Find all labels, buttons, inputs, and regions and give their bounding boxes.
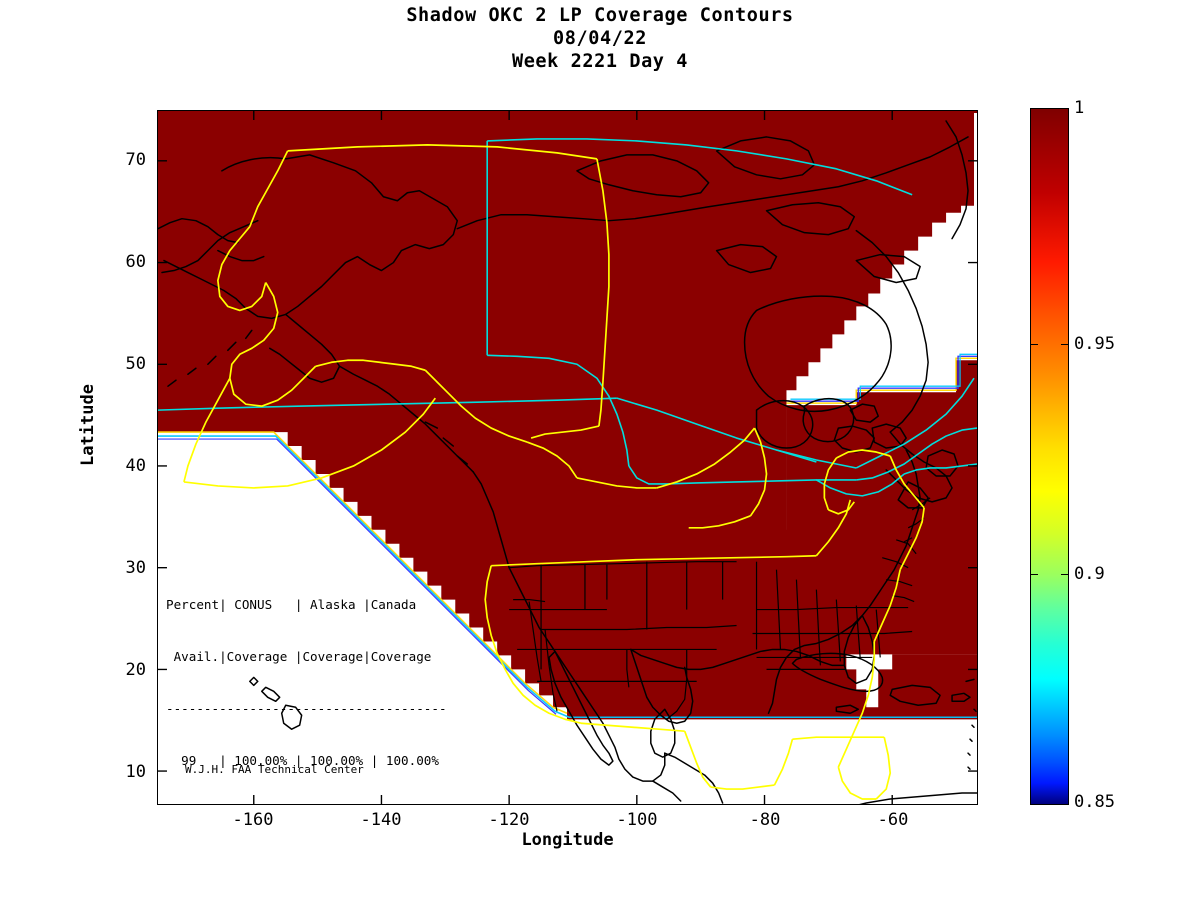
colorbar-label-09: 0.9 [1074,564,1105,584]
stats-header-2: Avail.|Coverage |Coverage|Coverage [166,649,432,665]
colorbar-tick-095-right [1061,344,1068,346]
coverage-edge-fringe [158,353,977,719]
conus-alaska-service-boundary [183,144,925,800]
ytick-label-20: 20 [125,660,146,680]
title-line-2: 08/04/22 [553,28,647,49]
ytick-label-60: 60 [125,252,146,272]
title-line-3: Week 2221 Day 4 [511,51,689,72]
map-plot-area: Percent| CONUS | Alaska |Canada Avail.|C… [157,110,978,805]
colorbar-tick-09-left [1031,574,1038,576]
us-state-borders [509,497,931,720]
credit-block: W.J.H. FAA Technical Center WAAS Test Te… [185,736,364,805]
xtick-label--80: -80 [749,810,781,830]
ytick-label-40: 40 [125,456,146,476]
map-graphic [158,111,977,804]
xtick-label--140: -140 [360,810,402,830]
colorbar-label-085: 0.85 [1074,792,1115,812]
xtick-label--160: -160 [232,810,274,830]
ytick-label-30: 30 [125,558,146,578]
coverage-stats-table: Percent| CONUS | Alaska |Canada Avail.|C… [166,561,447,804]
xtick-label--100: -100 [616,810,658,830]
x-axis-label: Longitude [521,830,614,850]
credit-line-2: WAAS Test Team [185,804,364,805]
colorbar-tick-095-left [1031,344,1038,346]
stats-separator: ------------------------------------- [166,701,447,717]
stats-header-1: Percent| CONUS | Alaska |Canada [166,596,417,612]
colorbar-label-1: 1 [1074,98,1085,118]
colorbar [1030,108,1069,805]
colorbar-label-095: 0.95 [1074,334,1115,354]
ytick-label-70: 70 [125,150,146,170]
colorbar-gradient [1031,109,1068,804]
ytick-label-10: 10 [125,762,146,782]
colorbar-tick-09-right [1061,574,1068,576]
axis-tick-marks [158,111,977,804]
table-row: 99 | 100.00% | 100.00% | 100.00% [166,753,439,769]
credit-line-1: W.J.H. FAA Technical Center [185,763,364,776]
coastlines [158,120,977,804]
y-axis-label: Latitude [78,384,98,466]
title-line-1: Shadow OKC 2 LP Coverage Contours [406,5,794,26]
coverage-fill-region [158,111,977,720]
chart-title-block: Shadow OKC 2 LP Coverage Contours 08/04/… [0,4,1200,73]
canada-service-boundary [158,138,977,497]
xtick-label--120: -120 [488,810,530,830]
ytick-label-50: 50 [125,354,146,374]
xtick-label--60: -60 [877,810,909,830]
